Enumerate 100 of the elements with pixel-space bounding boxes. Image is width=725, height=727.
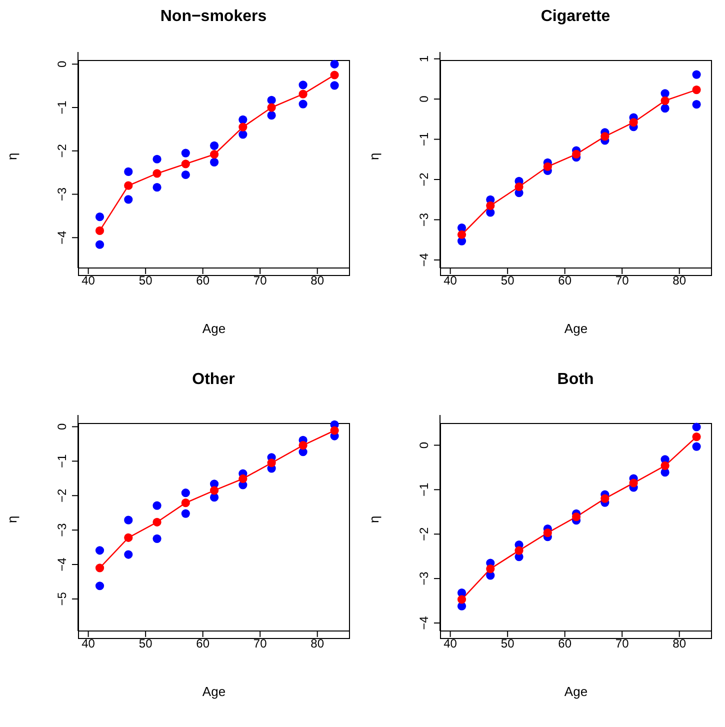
point [95,546,104,555]
point [457,223,466,232]
y-tick-label: −3 [417,571,431,586]
x-tick-label: 80 [672,274,686,288]
x-tick-label: 50 [500,274,515,288]
point [124,167,133,176]
point [692,442,701,451]
point [514,546,524,555]
point [330,426,339,435]
point [629,118,638,127]
point [457,595,466,604]
point [692,100,701,109]
y-tick-label: 1 [417,55,431,62]
point [543,528,552,538]
point [660,96,670,105]
point [330,81,339,90]
x-tick-label: 40 [82,274,96,288]
point [152,501,162,510]
chart-title: Other [191,371,236,389]
point [181,488,190,498]
x-tick-label: 60 [196,274,210,288]
chart-title: Cigarette [540,8,612,26]
point [600,132,610,141]
x-tick-label: 50 [500,636,515,651]
point [124,195,133,204]
chart-title: Non−smokers [159,8,268,26]
y-tick-label: 0 [417,442,431,449]
y-tick-label: −2 [55,144,69,158]
point [95,582,104,590]
point [600,494,610,503]
y-tick-label: −2 [55,488,69,502]
x-axis-title: Age [202,684,226,700]
point [692,422,701,432]
y-tick-label: −1 [417,482,431,497]
point [629,478,638,488]
y-tick-label: −1 [55,100,69,114]
point [95,212,104,222]
point [238,474,248,484]
point [660,89,670,98]
point [572,150,581,158]
point [210,486,219,495]
x-tick-label: 80 [310,636,324,651]
y-tick-label: −1 [417,132,431,146]
point [238,130,248,139]
point [543,162,552,171]
point [210,158,219,166]
point [572,512,581,522]
y-tick-label: −2 [417,526,431,541]
point [267,111,276,120]
point [152,183,162,192]
point [210,493,219,502]
x-tick-label: 70 [253,274,268,288]
y-tick-label: −4 [417,252,431,267]
y-tick-label: 0 [55,60,69,68]
x-axis-title: Age [564,684,588,700]
x-tick-label: 50 [138,274,153,288]
point [95,564,104,572]
point [238,122,248,132]
y-tick-label: −4 [55,230,69,244]
point [692,70,701,79]
point [152,154,162,164]
y-tick-label: 0 [55,423,69,430]
point [660,461,670,470]
x-tick-label: 50 [138,636,153,651]
point [692,432,701,442]
point [330,70,339,80]
point [181,509,190,518]
x-tick-label: 60 [196,636,210,651]
y-tick-label: 0 [417,95,431,102]
y-tick-label: −2 [417,172,431,186]
point [95,226,104,235]
point [692,86,701,94]
point [457,230,466,239]
point [298,90,308,98]
x-tick-label: 60 [558,274,572,288]
point [152,518,162,526]
x-tick-label: 40 [444,636,458,651]
y-axis-title: η [366,516,382,523]
point [514,182,524,192]
point [486,201,495,210]
point [486,564,495,574]
point [210,141,219,150]
y-axis-title: η [4,152,20,160]
y-tick-label: −3 [417,212,431,227]
point [660,104,670,113]
y-tick-label: −5 [55,592,69,606]
x-tick-label: 40 [82,636,96,651]
y-tick-label: −3 [55,187,69,202]
point [210,150,219,159]
x-tick-label: 70 [253,636,268,651]
point [330,60,339,68]
x-tick-label: 70 [615,636,630,651]
point [181,148,190,158]
point [238,115,248,124]
y-tick-label: −4 [417,616,431,630]
x-tick-label: 70 [615,274,630,288]
y-axis-title: η [366,152,382,160]
y-tick-label: −3 [55,522,69,537]
x-tick-label: 60 [558,636,572,651]
x-axis-title: Age [202,321,226,336]
